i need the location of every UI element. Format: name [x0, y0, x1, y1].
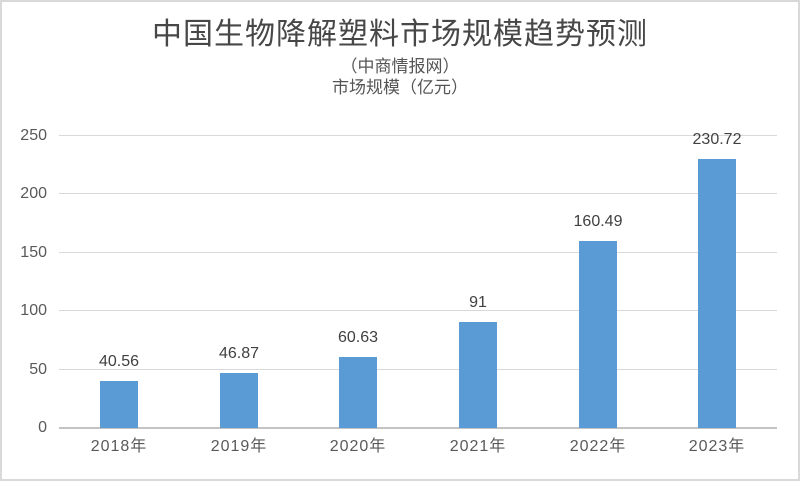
chart-title: 中国生物降解塑料市场规模趋势预测: [152, 17, 648, 52]
x-axis-line: [59, 427, 777, 429]
x-tick-label: 2018年: [90, 438, 148, 455]
bar-value-label: 60.63: [337, 329, 379, 346]
x-tick-label: 2019年: [210, 438, 268, 455]
bar: [698, 159, 736, 428]
gridline: [59, 193, 777, 194]
bar: [100, 381, 138, 428]
y-tick-label: 100: [20, 302, 47, 319]
bar: [339, 357, 377, 428]
bar-value-label: 46.87: [218, 345, 260, 362]
y-tick-label: 150: [20, 244, 47, 261]
gridline: [59, 310, 777, 311]
chart-axis-note: 市场规模（亿元）: [332, 78, 468, 98]
x-tick-label: 2020年: [329, 438, 387, 455]
gridline: [59, 135, 777, 136]
gridline: [59, 252, 777, 253]
y-tick-label: 200: [20, 185, 47, 202]
bar-value-label: 230.72: [692, 131, 742, 148]
bar-value-label: 160.49: [573, 213, 623, 230]
x-tick-label: 2023年: [688, 438, 746, 455]
bar: [459, 322, 497, 428]
chart-subtitle-source: （中商情报网）: [340, 57, 460, 77]
bar-value-label: 40.56: [98, 353, 140, 370]
y-tick-label: 50: [29, 361, 47, 378]
bar: [579, 241, 617, 428]
y-tick-label: 0: [38, 419, 47, 436]
y-tick-label: 250: [20, 127, 47, 144]
x-tick-label: 2021年: [449, 438, 507, 455]
x-tick-label: 2022年: [569, 438, 627, 455]
bar-value-label: 91: [469, 294, 487, 311]
bar: [220, 373, 258, 428]
plot-area: 0 50 100 150 200 250 40.56 2018年 46.87 2019年 60.63…: [20, 127, 777, 455]
gridline: [59, 369, 777, 370]
